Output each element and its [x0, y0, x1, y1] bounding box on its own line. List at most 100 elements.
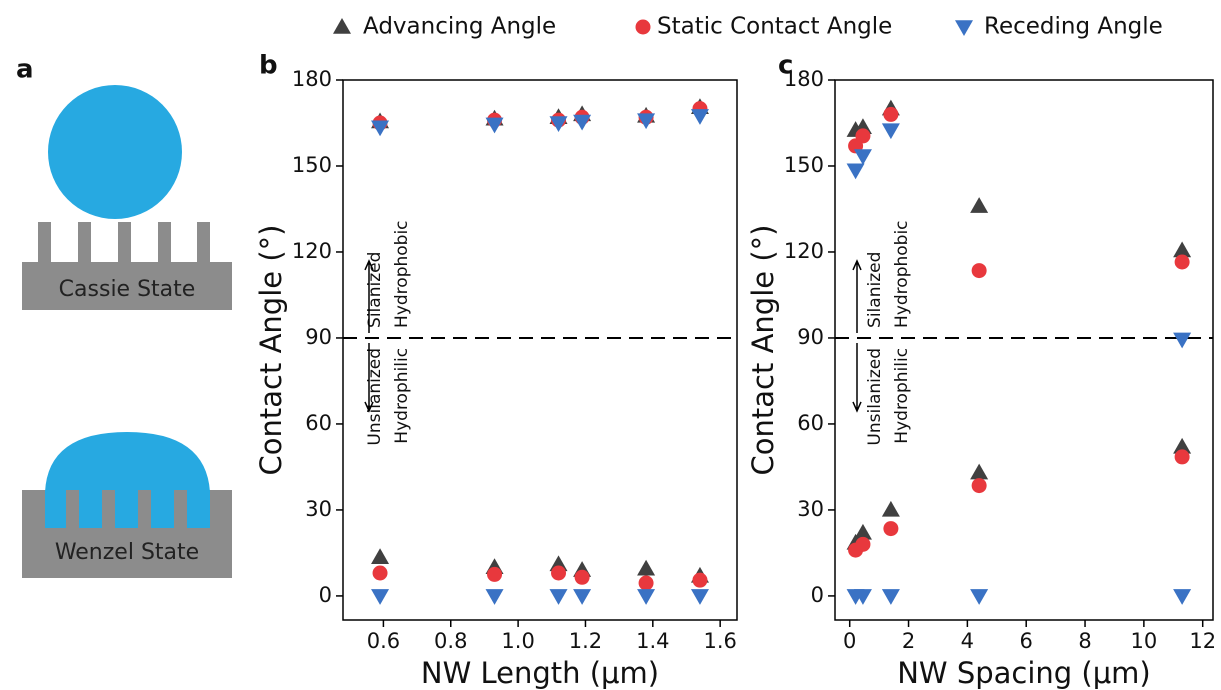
- state-label: Cassie State: [59, 277, 196, 302]
- legend-label: Advancing Angle: [363, 14, 556, 40]
- y-tick-label: 30: [305, 497, 332, 521]
- x-tick-label: 1.0: [501, 629, 534, 653]
- marker: [573, 589, 592, 605]
- x-axis-label: NW Spacing (μm): [897, 656, 1151, 690]
- x-tick-label: 1.6: [703, 629, 736, 653]
- y-tick-label: 90: [305, 325, 332, 349]
- marker: [485, 117, 504, 134]
- annotation: Unsilanized: [865, 348, 885, 446]
- arrow: [852, 342, 862, 413]
- marker: [549, 116, 568, 132]
- x-tick-label: 1.4: [636, 629, 669, 653]
- droplet: [48, 85, 182, 219]
- annotation: Silanized: [365, 252, 385, 328]
- chart: b 0 30 60 90 120 150 180 0.6 0.8 1.0 1.2 1.4 1.6 NW Le…: [254, 51, 738, 690]
- marker: [881, 123, 900, 140]
- legend-marker: [635, 19, 651, 35]
- arrow: [364, 259, 374, 333]
- marker: [855, 128, 871, 144]
- y-tick-label: 150: [784, 153, 824, 177]
- annotation: Hydrophobic: [392, 220, 412, 327]
- marker: [551, 565, 567, 581]
- marker: [1174, 254, 1190, 270]
- x-tick-label: 2: [902, 629, 915, 653]
- annotation: Hydrophilic: [392, 348, 412, 444]
- marker: [549, 589, 568, 605]
- marker: [883, 106, 899, 122]
- marker: [881, 589, 900, 605]
- x-tick-label: 0.6: [367, 629, 400, 653]
- marker: [573, 114, 592, 131]
- y-tick-label: 90: [797, 325, 824, 349]
- marker: [638, 575, 654, 591]
- marker: [637, 589, 656, 605]
- marker: [574, 569, 590, 585]
- marker: [1173, 437, 1192, 454]
- marker: [487, 566, 503, 582]
- panel-label: b: [259, 51, 278, 81]
- panel-label: a: [16, 55, 34, 85]
- y-tick-label: 60: [797, 411, 824, 435]
- marker: [970, 463, 989, 480]
- marker: [853, 149, 872, 165]
- state-label: Wenzel State: [55, 540, 199, 565]
- marker: [881, 500, 900, 517]
- x-tick-label: 8: [1078, 629, 1091, 653]
- y-tick-label: 120: [784, 239, 824, 263]
- marker: [690, 109, 709, 125]
- marker: [371, 120, 390, 137]
- marker: [371, 589, 390, 605]
- y-axis-label: Contact Angle (°): [254, 225, 288, 476]
- x-tick-label: 12: [1189, 629, 1216, 653]
- marker: [853, 523, 872, 540]
- annotation: Unsilanized: [365, 348, 385, 446]
- plot-frame: [342, 79, 738, 621]
- annotation: Hydrophilic: [892, 348, 912, 444]
- plot-frame: [834, 79, 1214, 621]
- marker: [485, 589, 504, 605]
- marker: [970, 197, 989, 213]
- cassie-diagram: Cassie State: [22, 85, 232, 310]
- panel-label: c: [778, 51, 793, 81]
- x-tick-label: 1.2: [569, 629, 602, 653]
- marker: [971, 263, 987, 279]
- marker: [1174, 449, 1190, 465]
- marker: [371, 548, 390, 564]
- arrow: [364, 342, 374, 413]
- y-tick-label: 0: [319, 583, 332, 607]
- legend-marker: [955, 20, 973, 36]
- marker: [1173, 589, 1192, 605]
- y-tick-label: 30: [797, 497, 824, 521]
- wenzel-diagram: Wenzel State: [22, 432, 232, 578]
- x-tick-label: 4: [961, 629, 974, 653]
- x-tick-label: 0.8: [434, 629, 467, 653]
- legend: Advancing Angle Static Contact Angle Reced…: [333, 14, 1163, 40]
- marker: [637, 113, 656, 130]
- x-axis-label: NW Length (μm): [421, 656, 659, 690]
- legend-label: Receding Angle: [984, 14, 1163, 40]
- marker: [971, 478, 987, 494]
- marker: [855, 536, 871, 552]
- marker: [1173, 241, 1192, 258]
- droplet: [45, 432, 210, 492]
- x-tick-label: 6: [1020, 629, 1033, 653]
- y-tick-label: 0: [811, 583, 824, 607]
- y-axis-label: Contact Angle (°): [746, 225, 780, 476]
- marker: [692, 572, 708, 588]
- y-tick-label: 120: [292, 239, 332, 263]
- legend-marker: [333, 18, 351, 34]
- marker: [1173, 332, 1192, 349]
- marker: [853, 589, 872, 605]
- y-tick-label: 180: [784, 67, 824, 91]
- marker: [637, 559, 656, 576]
- annotation: Silanized: [865, 252, 885, 328]
- x-tick-label: 10: [1131, 629, 1158, 653]
- chart: c 0 30 60 90 120 150 180 0 2 4 6 8 10 12 NW Spacing (μm…: [746, 51, 1216, 690]
- arrow: [852, 259, 862, 333]
- y-tick-label: 180: [292, 67, 332, 91]
- marker: [690, 589, 709, 605]
- annotation: Hydrophobic: [892, 220, 912, 327]
- x-tick-label: 0: [843, 629, 856, 653]
